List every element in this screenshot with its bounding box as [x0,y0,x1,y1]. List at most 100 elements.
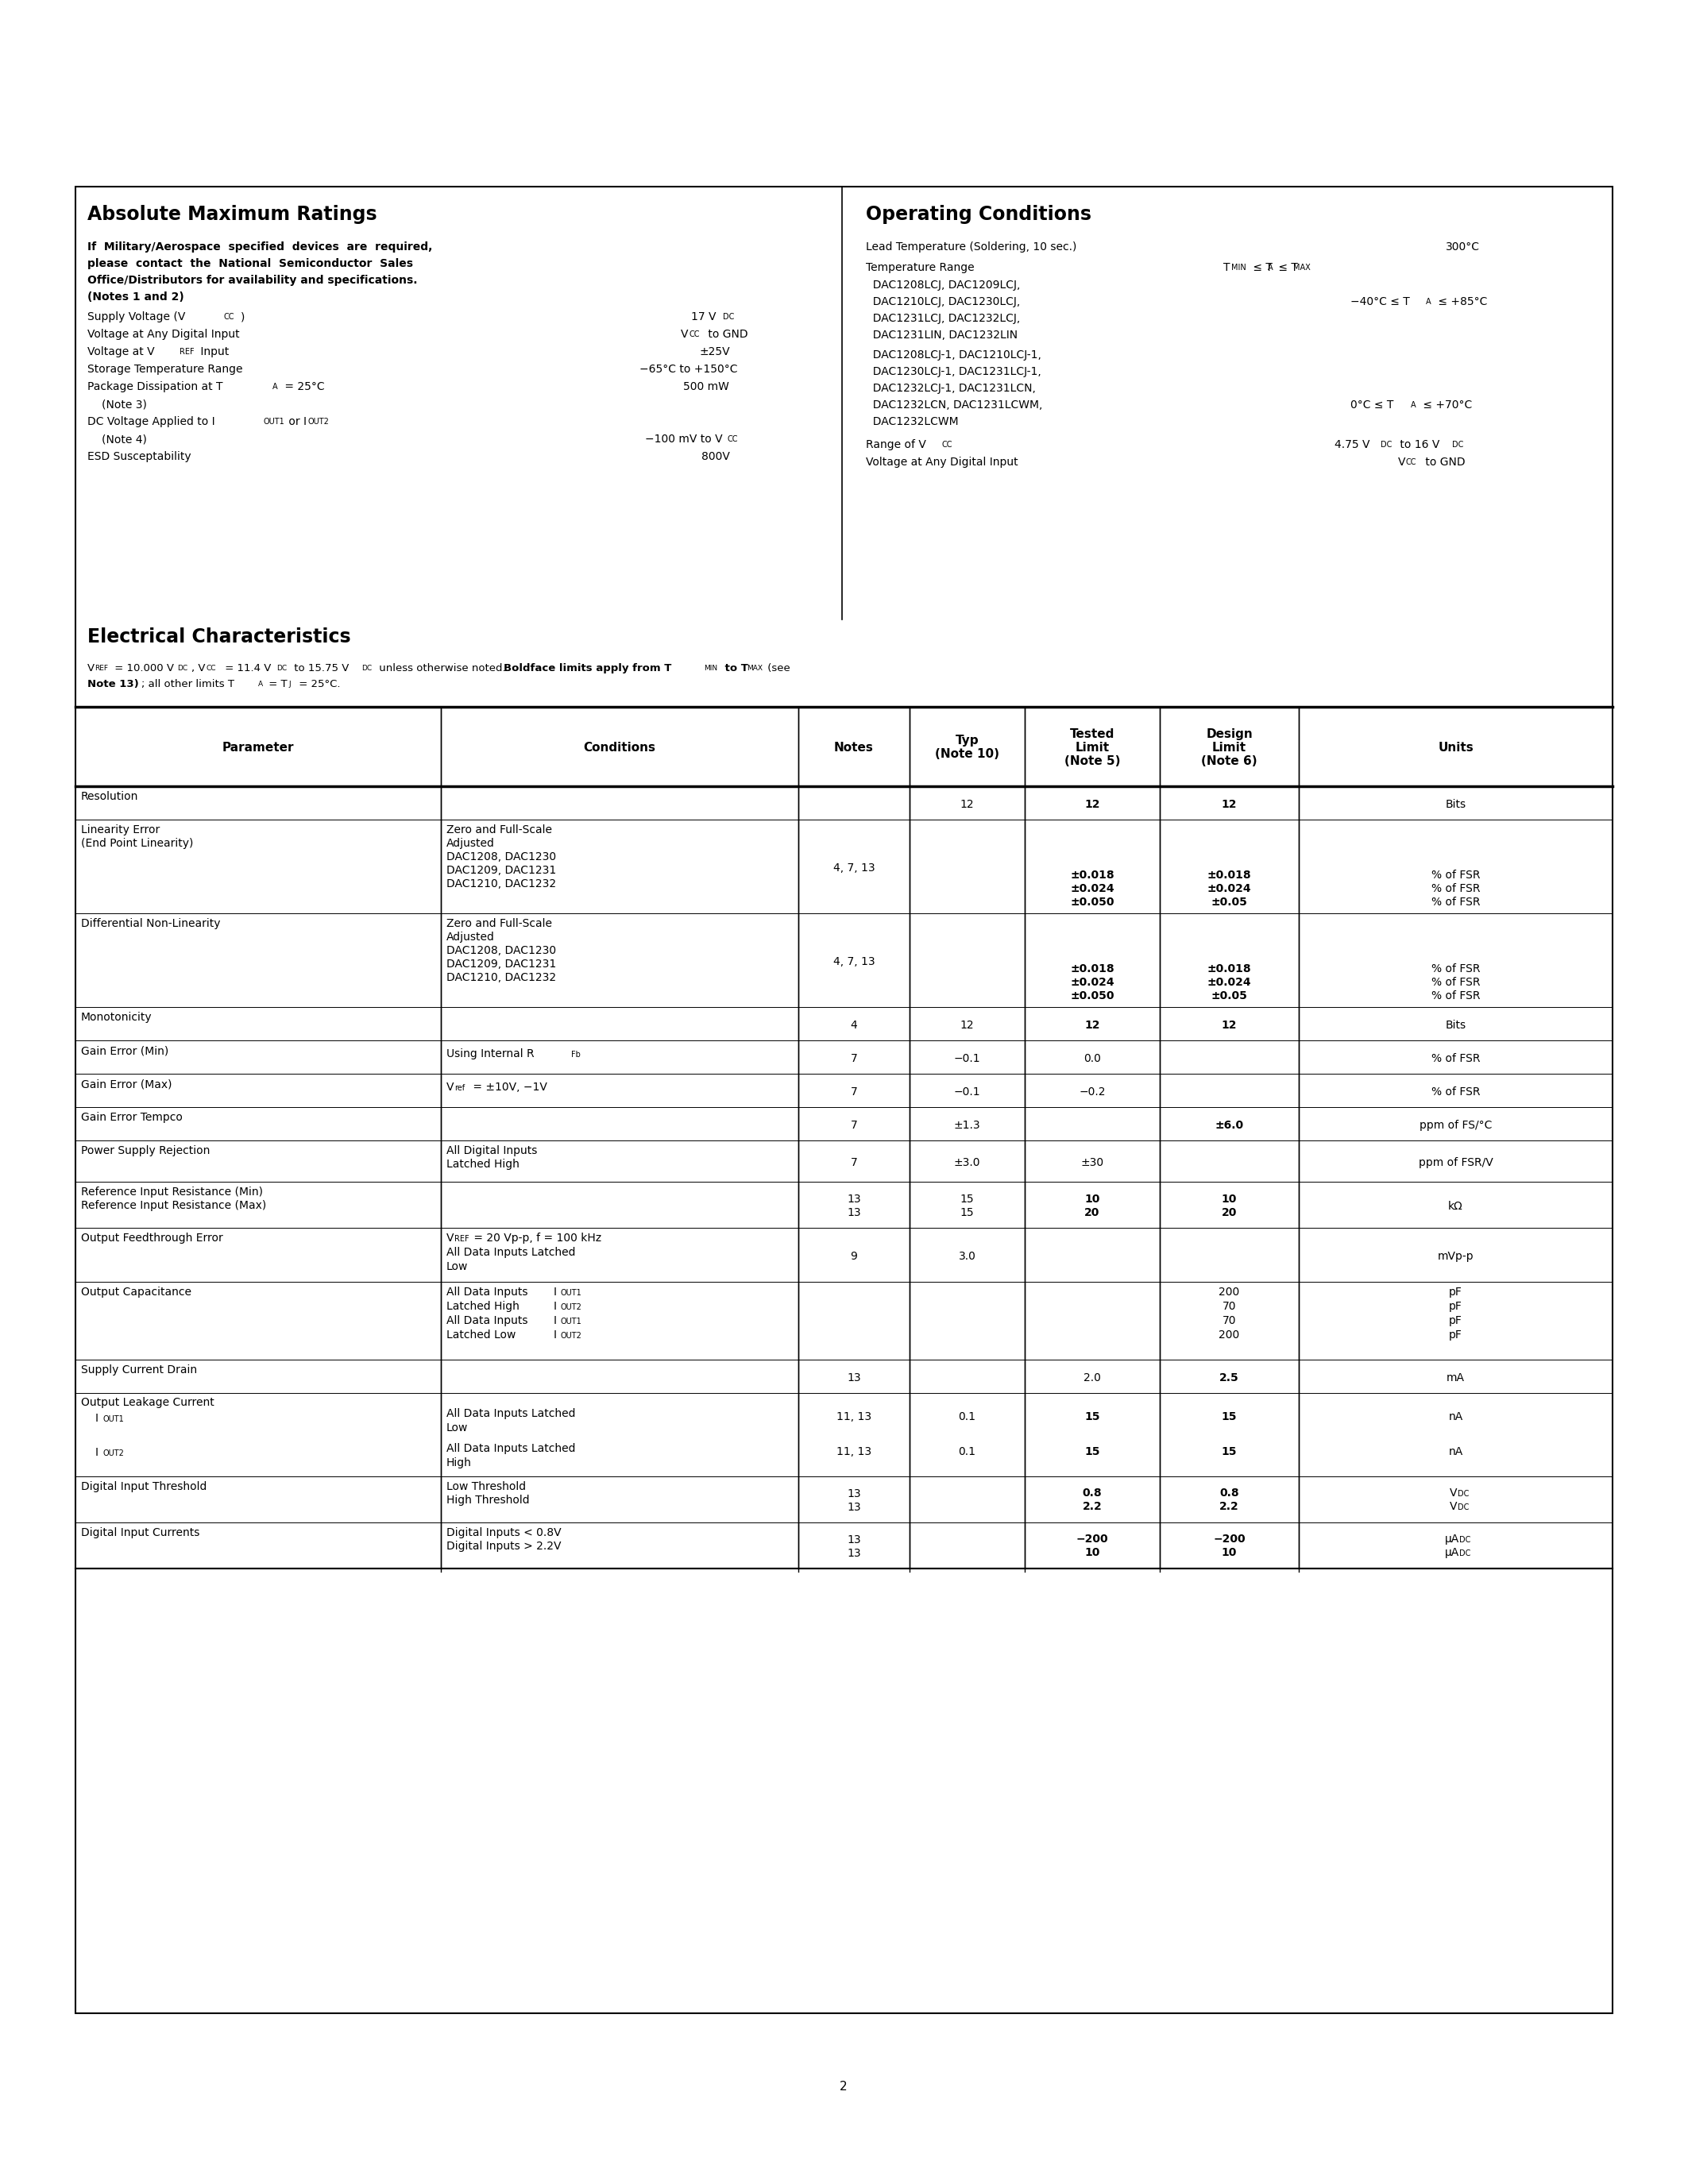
Text: , V: , V [191,664,206,673]
Text: Voltage at V: Voltage at V [88,347,155,358]
Text: (Note 10): (Note 10) [935,749,999,760]
Text: All Data Inputs Latched: All Data Inputs Latched [446,1247,576,1258]
Text: Zero and Full-Scale: Zero and Full-Scale [446,917,552,928]
Text: Supply Voltage (V: Supply Voltage (V [88,312,186,323]
Text: Limit: Limit [1075,740,1109,753]
Text: DC: DC [722,312,734,321]
Text: All Data Inputs: All Data Inputs [446,1315,528,1326]
Text: A: A [258,681,263,688]
Text: ±0.050: ±0.050 [1070,989,1114,1002]
Text: % of FSR: % of FSR [1431,989,1480,1002]
Text: % of FSR: % of FSR [1431,869,1480,880]
Text: CC: CC [206,664,216,673]
Text: All Data Inputs Latched: All Data Inputs Latched [446,1444,576,1455]
Text: Bits: Bits [1445,1020,1465,1031]
Text: J: J [289,681,290,688]
Text: DC: DC [361,664,371,673]
Text: 20: 20 [1085,1208,1101,1219]
Text: ≤ +70°C: ≤ +70°C [1420,400,1472,411]
Text: 13: 13 [847,1372,861,1382]
Text: = 25°C.: = 25°C. [295,679,341,690]
Text: Typ: Typ [955,734,979,747]
Text: A: A [1268,264,1273,271]
Text: ±0.05: ±0.05 [1210,989,1247,1002]
Text: ±0.018: ±0.018 [1070,963,1114,974]
Text: 300°C: 300°C [1445,242,1480,253]
Text: REF: REF [179,347,194,356]
Text: −100 mV to V: −100 mV to V [645,435,722,446]
Text: (Note 4): (Note 4) [101,435,147,446]
Text: ±0.018: ±0.018 [1207,963,1251,974]
Text: DAC1210, DAC1232: DAC1210, DAC1232 [446,972,555,983]
Text: 11, 13: 11, 13 [837,1446,871,1457]
Text: (Note 5): (Note 5) [1063,756,1121,767]
Text: Low: Low [446,1422,468,1433]
Text: I: I [95,1413,98,1424]
Text: (Note 6): (Note 6) [1202,756,1258,767]
Text: 2.2: 2.2 [1082,1500,1102,1511]
Text: OUT1: OUT1 [560,1289,582,1297]
Text: 10: 10 [1222,1546,1237,1557]
Text: DAC1208, DAC1230: DAC1208, DAC1230 [446,852,555,863]
Text: ±6.0: ±6.0 [1215,1120,1244,1131]
Text: pF: pF [1448,1315,1462,1326]
Text: MIN: MIN [704,664,717,673]
Text: 70: 70 [1222,1302,1236,1313]
Text: DC Voltage Applied to I: DC Voltage Applied to I [88,417,214,428]
Text: ≤ T: ≤ T [1249,262,1273,273]
Text: ): ) [241,312,245,323]
Text: A: A [272,382,279,391]
Text: DAC1232LCN, DAC1231LCWM,: DAC1232LCN, DAC1231LCWM, [866,400,1043,411]
Text: Boldface limits apply from T: Boldface limits apply from T [503,664,672,673]
Text: Voltage at Any Digital Input: Voltage at Any Digital Input [88,330,240,341]
Text: Output Leakage Current: Output Leakage Current [81,1398,214,1409]
Text: OUT1: OUT1 [263,417,284,426]
Text: 0.1: 0.1 [959,1446,976,1457]
Text: Adjusted: Adjusted [446,933,495,943]
Text: Tested: Tested [1070,727,1114,740]
Text: ≤ T: ≤ T [1274,262,1298,273]
Text: Note 13): Note 13) [88,679,138,690]
Text: −200: −200 [1214,1533,1246,1544]
Text: DC: DC [1452,441,1463,448]
Text: Bits: Bits [1445,799,1465,810]
Text: 0.8: 0.8 [1082,1487,1102,1498]
Text: 13: 13 [847,1535,861,1546]
Text: 4, 7, 13: 4, 7, 13 [834,863,874,874]
Text: Latched Low: Latched Low [446,1330,517,1341]
Text: Electrical Characteristics: Electrical Characteristics [88,627,351,646]
Text: ±0.050: ±0.050 [1070,898,1114,909]
Text: V: V [1450,1487,1457,1498]
Text: 7: 7 [851,1085,858,1096]
Text: Package Dissipation at T: Package Dissipation at T [88,382,223,393]
Text: −65°C to +150°C: −65°C to +150°C [640,365,738,376]
Text: 13: 13 [847,1208,861,1219]
Text: nA: nA [1448,1446,1463,1457]
Text: CC: CC [225,312,235,321]
Text: Units: Units [1438,740,1474,753]
Text: DAC1208LCJ, DAC1209LCJ,: DAC1208LCJ, DAC1209LCJ, [866,280,1020,290]
Text: I: I [554,1286,557,1297]
Text: DC: DC [1457,1489,1469,1498]
Text: ref: ref [454,1083,464,1092]
Text: 12: 12 [1222,1020,1237,1031]
Text: All Data Inputs: All Data Inputs [446,1286,528,1297]
Text: DAC1209, DAC1231: DAC1209, DAC1231 [446,865,557,876]
Text: μA: μA [1445,1533,1458,1544]
Text: 800V: 800V [702,452,729,463]
Text: μA: μA [1445,1546,1458,1557]
Text: Absolute Maximum Ratings: Absolute Maximum Ratings [88,205,376,225]
Text: = 11.4 V: = 11.4 V [221,664,272,673]
Text: 2.5: 2.5 [1219,1372,1239,1382]
Text: Digital Input Threshold: Digital Input Threshold [81,1481,208,1492]
Text: OUT2: OUT2 [103,1450,123,1457]
Text: 12: 12 [1084,799,1101,810]
Text: nA: nA [1448,1411,1463,1422]
Text: kΩ: kΩ [1448,1201,1463,1212]
Text: 15: 15 [1222,1411,1237,1422]
Text: Limit: Limit [1212,740,1246,753]
Text: or I: or I [285,417,307,428]
Text: CC: CC [1406,459,1416,465]
Text: 4: 4 [851,1020,858,1031]
Text: I: I [554,1315,557,1326]
